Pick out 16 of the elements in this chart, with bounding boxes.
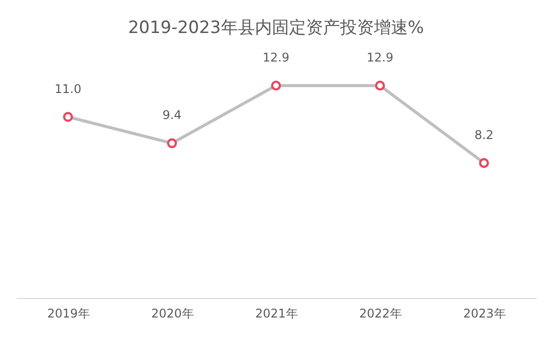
x-tick-label: 2019年	[47, 306, 90, 320]
chart-title: 2019-2023年县内固定资产投资增速%	[128, 18, 424, 38]
data-label: 11.0	[54, 82, 82, 96]
point	[271, 80, 281, 91]
x-tick-label: 2021年	[255, 306, 298, 320]
point	[167, 138, 177, 148]
point	[63, 112, 73, 122]
point	[375, 80, 385, 91]
x-tick-label: 2020年	[151, 306, 194, 320]
point	[479, 158, 489, 168]
data-label: 12.9	[366, 50, 394, 65]
x-tick-label: 2023年	[463, 306, 506, 320]
data-label: 12.9	[262, 50, 290, 65]
data-label: 8.2	[474, 128, 494, 142]
data-label: 9.4	[162, 108, 182, 122]
x-tick-label: 2022年	[359, 306, 402, 320]
